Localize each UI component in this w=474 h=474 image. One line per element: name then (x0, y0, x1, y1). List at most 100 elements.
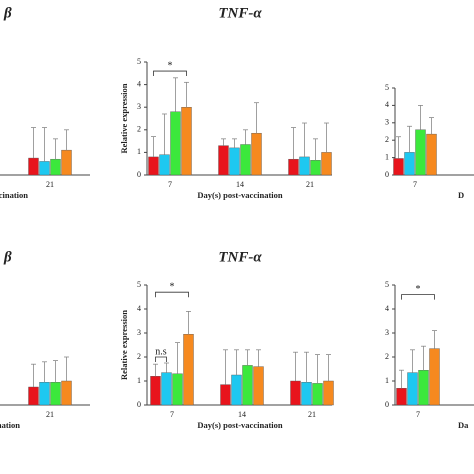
bar (61, 149, 72, 176)
error-bar (396, 136, 401, 159)
error-bar (31, 127, 36, 159)
y-axis-label: Relative expression (119, 83, 129, 153)
bar (253, 366, 264, 406)
y-tick-label: 2 (385, 352, 389, 361)
x-axis-label: Da (458, 420, 469, 430)
error-bar (42, 361, 47, 383)
error-bar (245, 349, 250, 366)
bar (323, 380, 334, 406)
bar (181, 106, 192, 176)
bar (170, 111, 181, 176)
significance-label: * (170, 281, 175, 292)
x-axis-label: D (458, 190, 464, 200)
error-bar (186, 310, 191, 335)
error-bar (175, 342, 180, 374)
x-tick-label: 14 (236, 180, 244, 189)
error-bar (254, 102, 259, 134)
bar (312, 383, 323, 406)
y-tick-label: 5 (137, 57, 141, 66)
error-bar (223, 349, 228, 385)
error-bar (53, 138, 58, 160)
error-bar (234, 349, 239, 375)
panel-title: TNF-α (218, 5, 262, 21)
x-tick-label: 21 (46, 410, 54, 419)
bar (240, 144, 251, 176)
bar (28, 157, 39, 176)
y-tick-label: 5 (385, 280, 389, 289)
significance-label: * (416, 284, 421, 295)
bar (50, 158, 61, 176)
bar (429, 348, 440, 406)
bar (220, 384, 231, 406)
error-bar (31, 363, 36, 387)
y-tick-label: 1 (137, 147, 141, 156)
error-bar (399, 369, 404, 389)
error-bar (184, 81, 189, 108)
error-bar (243, 129, 248, 145)
bar (301, 382, 312, 406)
bar (407, 372, 418, 406)
bar (418, 370, 429, 406)
x-axis-label: ination (0, 420, 20, 430)
x-axis-label: Day(s) post-vaccination (197, 420, 283, 430)
bar (288, 158, 299, 176)
y-tick-label: 0 (137, 400, 141, 409)
panel-title: β (3, 5, 12, 21)
bar (61, 380, 72, 406)
error-bar (410, 349, 415, 373)
bar (229, 147, 240, 176)
x-tick-label: 14 (238, 410, 246, 419)
y-tick-label: 4 (137, 79, 141, 88)
error-bar (313, 138, 318, 161)
error-bar (64, 129, 69, 151)
y-tick-label: 4 (137, 304, 141, 313)
y-tick-label: 3 (137, 102, 141, 111)
error-bar (221, 138, 226, 146)
error-bar (315, 354, 320, 384)
y-tick-label: 0 (385, 400, 389, 409)
error-bar (293, 351, 298, 381)
error-bar (326, 354, 331, 381)
error-bar (429, 117, 434, 135)
x-tick-label: 21 (46, 180, 54, 189)
bar (50, 382, 61, 406)
y-tick-label: 3 (137, 328, 141, 337)
significance-bracket (155, 291, 189, 298)
error-bar (407, 125, 412, 153)
bar (415, 129, 426, 176)
error-bar (291, 127, 296, 160)
bar (172, 373, 183, 406)
error-bar (304, 351, 309, 383)
y-tick-label: 0 (385, 170, 389, 179)
x-tick-label: 7 (413, 180, 417, 189)
x-axis-label: Day(s) post-vaccination (197, 190, 283, 200)
significance-bracket (153, 70, 187, 77)
y-tick-label: 4 (385, 100, 389, 109)
error-bar (418, 105, 423, 130)
error-bar (302, 122, 307, 157)
significance-label: n.s (155, 346, 167, 357)
significance-label: * (168, 60, 173, 71)
error-bar (173, 77, 178, 112)
x-tick-label: 7 (170, 410, 174, 419)
bar (39, 382, 50, 406)
significance-bracket (155, 356, 167, 362)
bar (183, 334, 194, 406)
bar (242, 365, 253, 406)
error-bar (42, 127, 47, 162)
y-tick-label: 4 (385, 304, 389, 313)
x-tick-label: 7 (416, 410, 420, 419)
error-bar (256, 349, 261, 367)
y-tick-label: 0 (137, 170, 141, 179)
bar (393, 158, 404, 176)
bar (231, 374, 242, 406)
bar (251, 132, 262, 176)
y-axis-label: Relative expression (119, 310, 129, 380)
x-tick-label: 7 (168, 180, 172, 189)
panel-title: β (3, 249, 12, 265)
bar (218, 145, 229, 176)
y-tick-label: 2 (385, 135, 389, 144)
x-tick-label: 21 (306, 180, 314, 189)
y-tick-label: 3 (385, 328, 389, 337)
